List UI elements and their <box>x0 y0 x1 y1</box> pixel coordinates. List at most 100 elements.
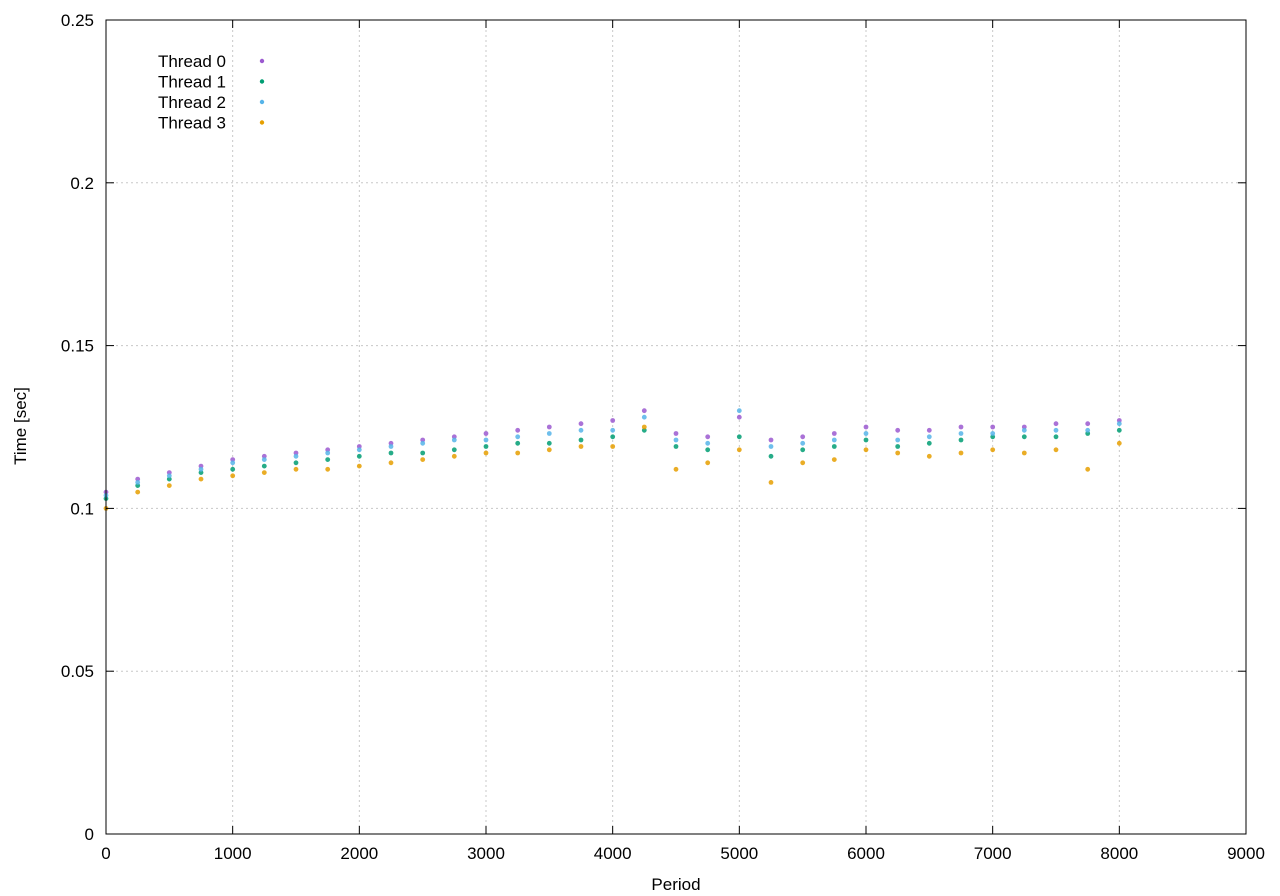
data-point <box>1085 427 1091 433</box>
data-point <box>451 437 457 443</box>
data-point <box>420 437 426 443</box>
data-point <box>451 447 457 453</box>
y-tick-label: 0.15 <box>61 337 94 356</box>
data-point <box>736 447 742 453</box>
x-tick-label: 9000 <box>1227 844 1265 863</box>
data-point <box>990 434 996 440</box>
data-point <box>198 470 204 475</box>
x-tick-label: 5000 <box>720 844 758 863</box>
data-point <box>768 453 774 459</box>
data-point <box>325 450 331 456</box>
legend-item: Thread 0 <box>158 52 265 71</box>
data-point <box>863 447 869 453</box>
data-point <box>831 431 837 436</box>
data-point <box>515 434 521 440</box>
data-point <box>958 450 964 456</box>
data-point <box>705 440 711 446</box>
data-point <box>1085 466 1091 472</box>
data-point <box>958 431 964 436</box>
data-point <box>673 431 679 436</box>
data-point <box>736 408 742 414</box>
data-point <box>831 457 837 462</box>
data-point <box>166 483 172 488</box>
data-point <box>166 473 172 479</box>
data-point <box>1116 440 1122 446</box>
data-point <box>895 450 901 456</box>
data-point <box>1085 421 1091 427</box>
data-point <box>356 447 362 453</box>
data-point <box>863 437 869 443</box>
data-point <box>325 457 331 462</box>
data-point <box>356 453 362 459</box>
data-point <box>1021 427 1027 433</box>
data-point <box>578 437 584 443</box>
data-point <box>641 414 647 420</box>
data-point <box>768 437 774 443</box>
data-point <box>293 450 299 456</box>
x-tick-labels: 0 1000 2000 3000 4000 5000 6000 7000 8000 9000 <box>101 844 1265 863</box>
data-point <box>388 444 394 449</box>
data-point <box>293 460 299 466</box>
data-point <box>958 437 964 443</box>
data-point <box>261 470 267 475</box>
data-point <box>990 431 996 436</box>
x-tick-label: 1000 <box>214 844 252 863</box>
data-point <box>293 453 299 459</box>
data-point <box>356 444 362 449</box>
data-point <box>673 466 679 472</box>
data-point <box>1053 427 1059 433</box>
points-layer <box>103 408 1122 511</box>
data-point <box>515 440 521 446</box>
legend-item: Thread 2 <box>158 93 265 112</box>
data-point <box>736 414 742 420</box>
data-point <box>198 466 204 472</box>
legend-marker <box>259 120 265 125</box>
data-point <box>895 437 901 443</box>
data-point <box>546 431 552 436</box>
data-point <box>515 427 521 433</box>
data-point <box>990 424 996 430</box>
data-point <box>546 424 552 430</box>
ticks-layer <box>105 19 1247 835</box>
data-point <box>736 434 742 440</box>
data-point <box>451 453 457 459</box>
data-point <box>1116 421 1122 427</box>
data-point <box>926 453 932 459</box>
data-point <box>863 431 869 436</box>
plot-border <box>105 19 1247 835</box>
data-point <box>261 457 267 462</box>
legend-marker <box>259 58 265 64</box>
x-tick-label: 4000 <box>594 844 632 863</box>
legend-marker <box>259 99 265 105</box>
y-axis-label: Time [sec] <box>11 387 30 465</box>
data-point <box>1053 447 1059 453</box>
legend-item: Thread 1 <box>158 73 265 92</box>
data-point <box>388 460 394 466</box>
data-point <box>768 444 774 449</box>
data-point <box>325 466 331 472</box>
data-point <box>546 447 552 453</box>
data-point <box>800 440 806 446</box>
data-point <box>356 463 362 469</box>
y-tick-label: 0.1 <box>70 499 94 518</box>
data-point <box>831 444 837 449</box>
data-point <box>166 476 172 482</box>
data-point <box>926 434 932 440</box>
data-point <box>895 427 901 433</box>
x-tick-label: 8000 <box>1100 844 1138 863</box>
series-3 <box>103 424 1122 511</box>
data-point <box>768 480 774 485</box>
data-point <box>926 440 932 446</box>
data-point <box>420 440 426 446</box>
data-point <box>705 460 711 466</box>
data-point <box>420 450 426 456</box>
data-point <box>198 476 204 482</box>
data-point <box>230 473 236 479</box>
data-point <box>641 427 647 433</box>
data-point <box>610 444 616 449</box>
data-point <box>135 476 141 482</box>
data-point <box>800 460 806 466</box>
